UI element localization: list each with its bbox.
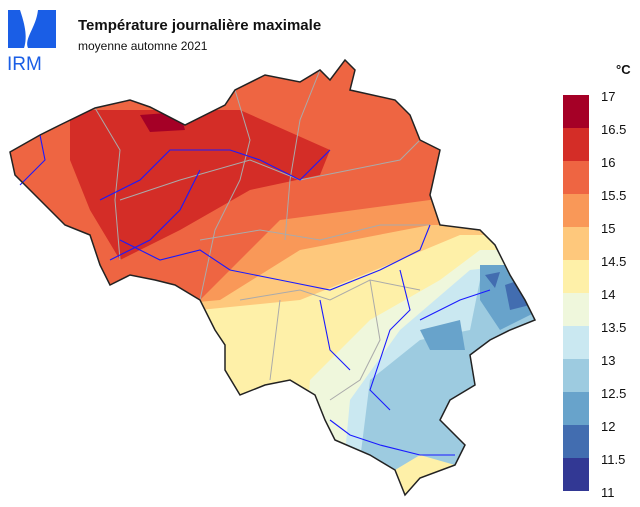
legend-bin bbox=[563, 425, 589, 458]
legend-bin bbox=[563, 326, 589, 359]
irm-logo: IRM bbox=[7, 10, 56, 72]
legend-label: 14 bbox=[601, 287, 616, 302]
rivers bbox=[19, 134, 491, 456]
legend-bin bbox=[563, 161, 589, 194]
legend-label: 11 bbox=[601, 485, 615, 500]
province-boundaries bbox=[94, 69, 430, 401]
legend-label: 15 bbox=[601, 221, 616, 236]
zone-16-16.5 bbox=[70, 110, 330, 260]
legend-label: 13.5 bbox=[601, 320, 627, 335]
zone-14-14.5-south bbox=[395, 455, 455, 495]
legend-bin bbox=[563, 194, 589, 227]
legend-bin bbox=[563, 95, 589, 128]
legend-unit: °C bbox=[616, 62, 631, 77]
map-title: Température journalière maximale bbox=[78, 17, 322, 34]
legend-label: 12 bbox=[601, 419, 616, 434]
legend-bin bbox=[563, 392, 589, 425]
legend-bin bbox=[563, 128, 589, 161]
color-legend bbox=[563, 95, 589, 491]
legend-label: 11.5 bbox=[601, 452, 626, 467]
legend-label: 17 bbox=[601, 89, 616, 104]
legend-bin bbox=[563, 359, 589, 392]
legend-label: 13 bbox=[601, 353, 616, 368]
legend-label: 15.5 bbox=[601, 188, 627, 203]
legend-bin bbox=[563, 458, 589, 491]
belgium-temperature-map bbox=[9, 59, 536, 496]
legend-bin bbox=[563, 260, 589, 293]
legend-bin bbox=[563, 293, 589, 326]
legend-bin bbox=[563, 227, 589, 260]
map-subtitle: moyenne automne 2021 bbox=[78, 39, 208, 53]
legend-label: 14.5 bbox=[601, 254, 627, 269]
legend-label: 16 bbox=[601, 155, 616, 170]
svg-text:IRM: IRM bbox=[7, 54, 42, 72]
legend-label: 12.5 bbox=[601, 386, 627, 401]
legend-label: 16.5 bbox=[601, 122, 627, 137]
